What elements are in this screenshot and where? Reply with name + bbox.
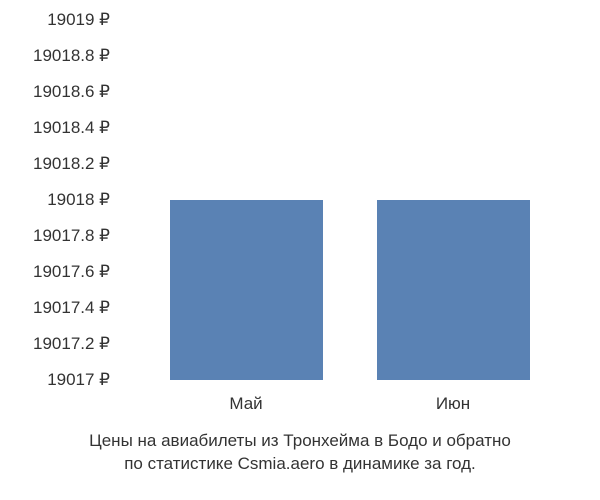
- y-tick-label: 19018.6 ₽: [33, 82, 110, 102]
- plot-area: [120, 20, 570, 380]
- x-tick-label: Июн: [436, 394, 470, 414]
- y-tick-label: 19018.2 ₽: [33, 154, 110, 174]
- y-tick-label: 19017.2 ₽: [33, 334, 110, 354]
- y-tick-label: 19018 ₽: [47, 190, 110, 210]
- caption-line-2: по статистике Csmia.aero в динамике за г…: [124, 454, 476, 473]
- y-tick-label: 19017.4 ₽: [33, 298, 110, 318]
- y-tick-label: 19018.4 ₽: [33, 118, 110, 138]
- x-tick-label: Май: [229, 394, 262, 414]
- chart-caption: Цены на авиабилеты из Тронхейма в Бодо и…: [0, 430, 600, 476]
- x-axis: Май Июн: [120, 390, 570, 420]
- y-tick-label: 19017.8 ₽: [33, 226, 110, 246]
- y-axis: 19019 ₽19018.8 ₽19018.6 ₽19018.4 ₽19018.…: [0, 20, 115, 380]
- y-tick-label: 19019 ₽: [47, 10, 110, 30]
- bar-chart: 19019 ₽ 19018.8 ₽ 19018.6 ₽ 19018.4 ₽ 19018.…: [0, 0, 600, 500]
- y-tick-label: 19017.6 ₽: [33, 262, 110, 282]
- y-tick-label: 19018.8 ₽: [33, 46, 110, 66]
- bar: [170, 200, 323, 380]
- caption-line-1: Цены на авиабилеты из Тронхейма в Бодо и…: [89, 431, 511, 450]
- y-tick-label: 19017 ₽: [47, 370, 110, 390]
- bar: [377, 200, 530, 380]
